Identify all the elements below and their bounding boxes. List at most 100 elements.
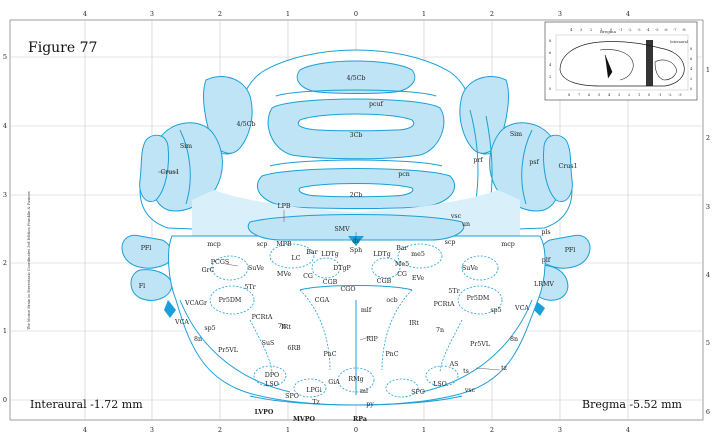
left-tick: 1: [3, 327, 7, 335]
svg-text:2: 2: [628, 93, 630, 97]
svg-text:2: 2: [590, 28, 592, 32]
svg-text:-2: -2: [668, 93, 672, 97]
label-3cb: 3Cb: [350, 132, 363, 139]
label-vca-right: VCA: [514, 305, 529, 312]
label-py: py: [366, 401, 374, 408]
label-ldtg-left: LDTg: [321, 251, 338, 258]
label-sim-right: Sim: [510, 131, 522, 138]
plate-frame: [9, 19, 704, 421]
label-grc: GrC: [202, 267, 215, 274]
svg-text:0: 0: [648, 93, 651, 97]
svg-text:-2: -2: [628, 28, 632, 32]
label-suve-right: SuVe: [462, 265, 478, 272]
label-lso-right: LSO: [433, 381, 447, 388]
inset-map: Bregma Interaural 4 3 2 1 0 -1 -2 -3 -4 …: [544, 21, 698, 101]
label-4-5cb-top: 4/5Cb: [347, 75, 366, 82]
label-mes: Me5: [395, 261, 409, 268]
left-tick: 3: [3, 191, 7, 199]
top-tick: 4: [626, 10, 630, 18]
left-fl: [130, 269, 173, 301]
label-crus1-left: Crus1: [160, 169, 179, 176]
label-pr5vl-left: Pr5VL: [218, 347, 239, 354]
label-mlf: mlf: [361, 307, 372, 314]
svg-text:1: 1: [600, 28, 602, 32]
svg-text:-8: -8: [682, 28, 686, 32]
label-rpa: RPa: [353, 416, 367, 423]
right-tick: 1: [706, 66, 710, 74]
label-vsc-bottom: vsc: [464, 387, 476, 394]
label-mve: MVe: [277, 271, 291, 278]
inset-bregma-label: Bregma: [600, 29, 617, 34]
svg-text:8: 8: [690, 47, 693, 51]
label-irt-left: IRt: [281, 324, 291, 331]
brainstem: [121, 214, 591, 406]
label-sim-left: Sim: [180, 143, 192, 150]
svg-text:6: 6: [690, 57, 693, 61]
svg-text:-7: -7: [673, 28, 677, 32]
inset-right-ticks: 8 6 4 2 0: [690, 47, 693, 91]
bottom-tick: 3: [150, 426, 154, 434]
bottom-tick: 2: [218, 426, 222, 434]
label-sus: SuS: [262, 340, 275, 347]
svg-text:-4: -4: [646, 28, 650, 32]
label-mpb: MPB: [276, 241, 292, 248]
top-tick: 2: [218, 10, 222, 18]
right-tick: 2: [706, 134, 710, 142]
inset-interaural-label: Interaural: [670, 40, 689, 44]
label-2cb: 2Cb: [350, 192, 363, 199]
label-pr5vl-right: Pr5VL: [470, 341, 491, 348]
svg-text:6: 6: [549, 51, 552, 55]
label-lc: LC: [292, 255, 301, 262]
svg-text:5: 5: [598, 93, 601, 97]
label-spo-right: SPO: [411, 389, 425, 396]
label-4-5cb-left: 4/5Cb: [237, 121, 256, 128]
label-scp-right: scp: [445, 239, 456, 246]
svg-text:-3: -3: [678, 93, 682, 97]
label-pls: pls: [541, 229, 550, 236]
label-tz-small: tz: [501, 365, 508, 372]
label-lpb: LPB: [277, 203, 290, 210]
label-ocb: ocb: [386, 297, 397, 304]
svg-text:1: 1: [638, 93, 640, 97]
top-tick: 2: [490, 10, 494, 18]
label-smv: SMV: [334, 226, 350, 233]
label-vsc-top: vsc: [450, 213, 462, 220]
label-lrmv: LRMV: [534, 281, 554, 288]
label-prf: prf: [473, 157, 483, 164]
label-cg-right: CG: [397, 271, 407, 278]
structure-labels: 4/5Cb pcuf 4/5Cb 3Cb pcn 2Cb Sim Sim Cru…: [139, 75, 578, 423]
inset-bottom-ticks: 8 7 6 5 4 3 2 1 0 -1 -2 -3: [568, 93, 682, 97]
svg-text:8: 8: [549, 39, 552, 43]
svg-text:4: 4: [690, 67, 693, 71]
label-pfl-right: PFl: [565, 247, 576, 254]
svg-text:7: 7: [578, 93, 581, 97]
svg-text:-3: -3: [637, 28, 641, 32]
top-tick: 3: [558, 10, 562, 18]
label-8n-left: 8n: [194, 336, 202, 343]
label-un: un: [462, 221, 470, 228]
svg-text:3: 3: [580, 28, 583, 32]
bottom-tick: 2: [490, 426, 494, 434]
label-bar-left: Bar: [306, 249, 318, 256]
label-cgb-left: CGB: [323, 279, 338, 286]
side-credit: The Mouse Brain in Stereotaxic Coordinat…: [27, 191, 31, 330]
label-mvpo: MVPO: [293, 416, 316, 423]
label-ts: ts: [463, 368, 469, 375]
top-axis: 4 3 2 1 0 1 2 3 4: [83, 10, 630, 18]
label-6rb: 6RB: [287, 345, 301, 352]
label-cga: CGA: [315, 297, 330, 304]
top-tick: 1: [422, 10, 426, 18]
label-fl-left: Fl: [139, 283, 145, 290]
label-dv: dv: [352, 238, 360, 245]
left-tick: 0: [3, 396, 7, 404]
inset-top-ticks: 4 3 2 1 0 -1 -2 -3 -4 -5 -6 -7 -8: [570, 28, 686, 32]
label-plf: plf: [542, 257, 551, 264]
label-8n-right: 8n: [510, 336, 518, 343]
label-bar-right: Bar: [396, 245, 408, 252]
label-pcuf: pcuf: [369, 101, 384, 108]
label-cgb-right: CGB: [377, 278, 392, 285]
fourth-ventricle: [247, 214, 465, 241]
label-7n-right: 7n: [436, 327, 444, 334]
